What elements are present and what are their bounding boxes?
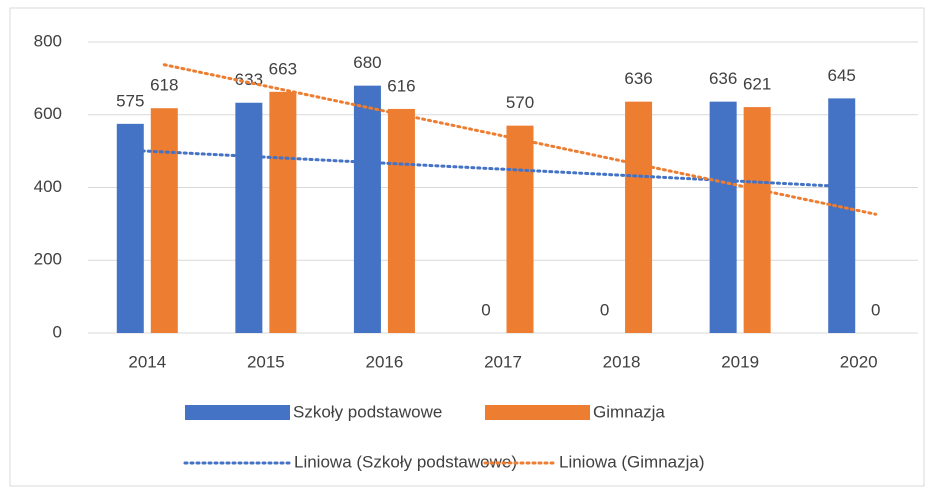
chart-border [9,7,925,487]
data-label: 663 [269,59,297,78]
x-tick-label: 2016 [366,352,404,371]
y-tick-label: 800 [34,31,62,50]
legend-label: Liniowa (Szkoły podstawowe) [294,452,517,471]
legend-swatch [485,405,590,420]
data-label: 633 [235,70,263,89]
data-label: 0 [871,300,880,319]
x-tick-label: 2020 [840,352,878,371]
bar [743,107,771,333]
x-tick-label: 2015 [247,352,285,371]
data-label: 621 [743,75,771,94]
data-label: 575 [116,91,144,110]
bar [709,101,737,333]
data-label: 618 [150,76,178,95]
bar [625,101,653,333]
legend-label: Gimnazja [593,402,665,421]
trendline [128,148,844,188]
x-tick-label: 2017 [484,352,522,371]
bar [269,91,297,334]
data-label: 0 [600,300,609,319]
legend-swatch [185,405,290,420]
y-tick-label: 600 [34,104,62,123]
data-label: 0 [481,300,490,319]
y-tick-label: 200 [34,250,62,269]
x-tick-label: 2019 [721,352,759,371]
bar [506,125,534,333]
y-tick-label: 0 [53,322,62,341]
bar [235,102,263,333]
bar [353,85,381,334]
trendline [162,63,878,216]
data-label: 636 [709,69,737,88]
y-tick-label: 400 [34,177,62,196]
bar [828,98,856,333]
bar [116,123,144,333]
data-label: 636 [624,69,652,88]
bar [387,108,415,334]
data-label: 570 [506,93,534,112]
data-label: 616 [387,76,415,95]
data-label: 680 [353,53,381,72]
legend-label: Liniowa (Gimnazja) [559,452,705,471]
data-label: 645 [828,66,856,85]
legend-label: Szkoły podstawowe [293,402,442,421]
x-tick-label: 2018 [603,352,641,371]
bar [150,108,178,333]
x-tick-label: 2014 [128,352,166,371]
